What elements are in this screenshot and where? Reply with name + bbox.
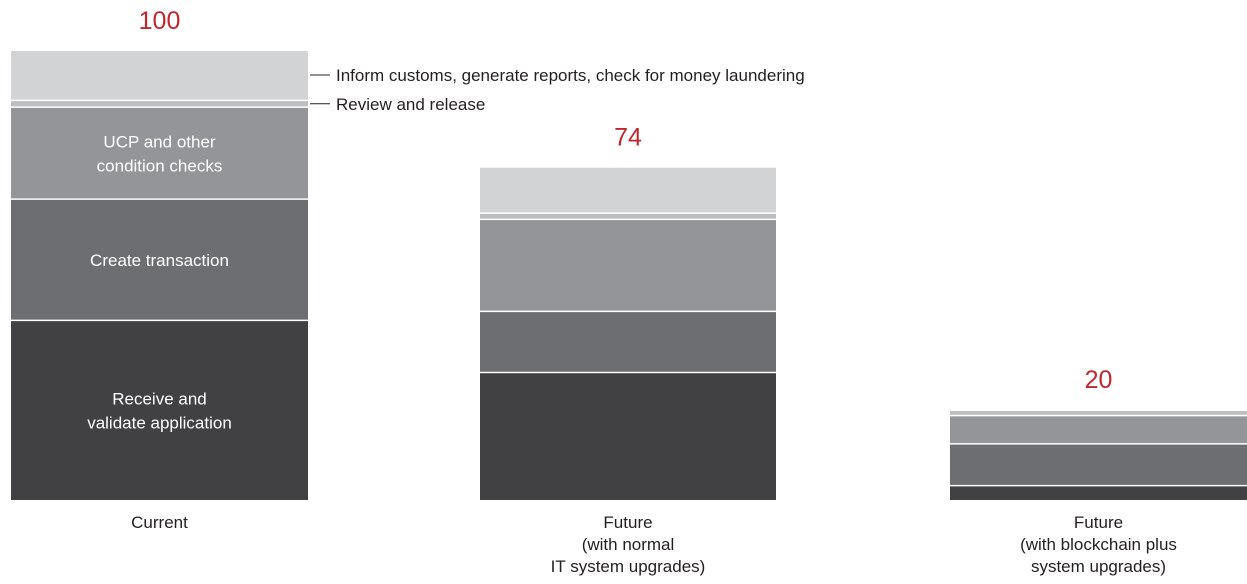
bar-segment-receive-and-validate-application-1 [11, 320, 308, 500]
total-label-3: 20 [1085, 366, 1113, 394]
bar-segment-review-and-release-1 [11, 100, 308, 108]
bar-segment-receive-and-validate-application-3 [950, 485, 1247, 500]
bar-segment-create-transaction-2 [480, 311, 776, 373]
total-label-1: 100 [139, 7, 181, 35]
annotation-inform-customs-generate-reports-check-for-money-laundering: Inform customs, generate reports, check … [336, 66, 805, 85]
annotation-review-and-release: Review and release [336, 95, 485, 114]
category-label-3: Future (with blockchain plus system upgrad… [1020, 513, 1177, 576]
segment-label-ucp-and-other-condition-checks: UCP and other condition checks [97, 132, 223, 175]
bar-segment-inform-customs-generate-reports-check-for-money-laundering-2 [480, 167, 776, 214]
bar-segment-ucp-and-other-condition-checks-2 [480, 219, 776, 312]
bar-segments [11, 51, 1247, 500]
bar-segment-ucp-and-other-condition-checks-1 [11, 107, 308, 200]
bar-segment-ucp-and-other-condition-checks-3 [950, 415, 1247, 444]
total-label-2: 74 [614, 124, 642, 152]
bar-segment-review-and-release-2 [480, 213, 776, 220]
segment-label-receive-and-validate-application: Receive and validate application [87, 389, 232, 432]
chart-labels: 100 Current 74 Future (with normal IT system … [87, 7, 1177, 576]
bar-segment-inform-customs-generate-reports-check-for-money-laundering-1 [11, 51, 308, 101]
bar-segment-review-and-release-3 [950, 410, 1247, 416]
bar-segment-create-transaction-1 [11, 199, 308, 321]
annotations: Inform customs, generate reports, check … [310, 66, 805, 114]
bar-segment-receive-and-validate-application-2 [480, 372, 776, 500]
bar-segment-create-transaction-3 [950, 443, 1247, 486]
category-label-1: Current [131, 513, 188, 532]
category-label-2: Future (with normal IT system upgrades) [551, 513, 706, 576]
segment-label-create-transaction: Create transaction [90, 251, 229, 270]
